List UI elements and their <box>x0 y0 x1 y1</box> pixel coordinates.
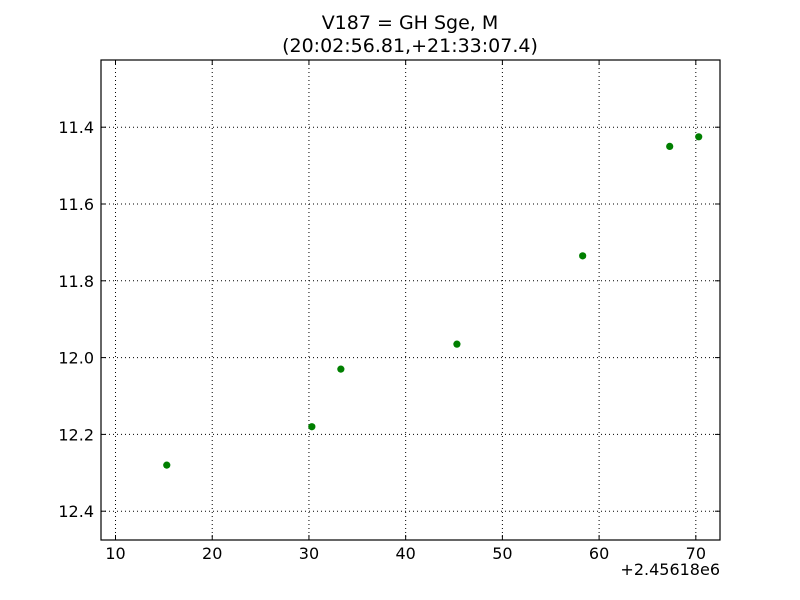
x-tick-label: 40 <box>395 544 415 563</box>
data-point <box>695 133 703 141</box>
x-axis-offset-label: +2.45618e6 <box>620 560 720 579</box>
grid <box>101 60 720 540</box>
x-tick-label: 10 <box>105 544 125 563</box>
data-point <box>579 252 587 260</box>
data-point <box>666 142 674 150</box>
plot-area-frame <box>100 59 721 541</box>
data-point <box>337 365 345 373</box>
data-point <box>163 461 171 469</box>
chart-title: V187 = GH Sge, M <box>322 12 499 34</box>
y-tick-label: 12.4 <box>58 502 94 521</box>
data-points <box>163 133 703 469</box>
x-tick-label: 20 <box>202 544 222 563</box>
x-tick-label: 50 <box>492 544 512 563</box>
x-tick-label: 70 <box>686 544 706 563</box>
axis-ticks: 10 20 30 40 50 60 70 11.4 11.6 11.8 12.0 12.2 12.4 <box>58 60 720 563</box>
data-point <box>308 423 316 431</box>
y-tick-label: 11.4 <box>58 118 94 137</box>
data-point <box>453 340 461 348</box>
y-tick-label: 12.2 <box>58 425 94 444</box>
x-tick-label: 30 <box>299 544 319 563</box>
x-tick-label: 60 <box>589 544 609 563</box>
y-tick-label: 12.0 <box>58 349 94 368</box>
y-tick-label: 11.8 <box>58 272 94 291</box>
y-tick-label: 11.6 <box>58 195 94 214</box>
chart-subtitle: (20:02:56.81,+21:33:07.4) <box>282 35 538 57</box>
